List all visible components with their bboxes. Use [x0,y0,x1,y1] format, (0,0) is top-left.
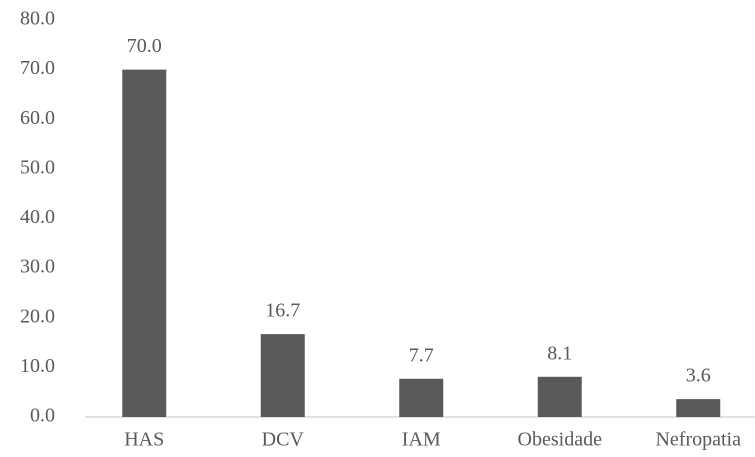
y-tick-label: 40.0 [20,206,55,228]
x-tick-label: Nefropatia [655,429,741,451]
data-label: 3.6 [686,365,711,387]
x-tick-label: Obesidade [518,429,603,451]
bar [260,334,305,417]
y-tick-label: 10.0 [20,355,55,377]
bar [399,378,444,417]
bar [676,399,721,417]
y-tick-label: 50.0 [20,156,55,178]
x-tick-label: IAM [402,429,441,451]
x-tick-label: DCV [262,429,305,451]
bar [537,376,582,417]
y-tick-label: 60.0 [20,107,55,129]
y-tick-label: 80.0 [20,8,55,30]
y-tick-label: 30.0 [20,256,55,278]
y-tick-label: 20.0 [20,305,55,327]
bar [122,69,167,417]
y-tick-label: 0.0 [30,405,55,427]
data-label: 16.7 [265,300,300,322]
y-tick-label: 70.0 [20,57,55,79]
x-tick-label: HAS [124,429,164,451]
data-label: 7.7 [409,344,434,366]
data-label: 8.1 [547,342,572,364]
data-label: 70.0 [127,35,162,57]
